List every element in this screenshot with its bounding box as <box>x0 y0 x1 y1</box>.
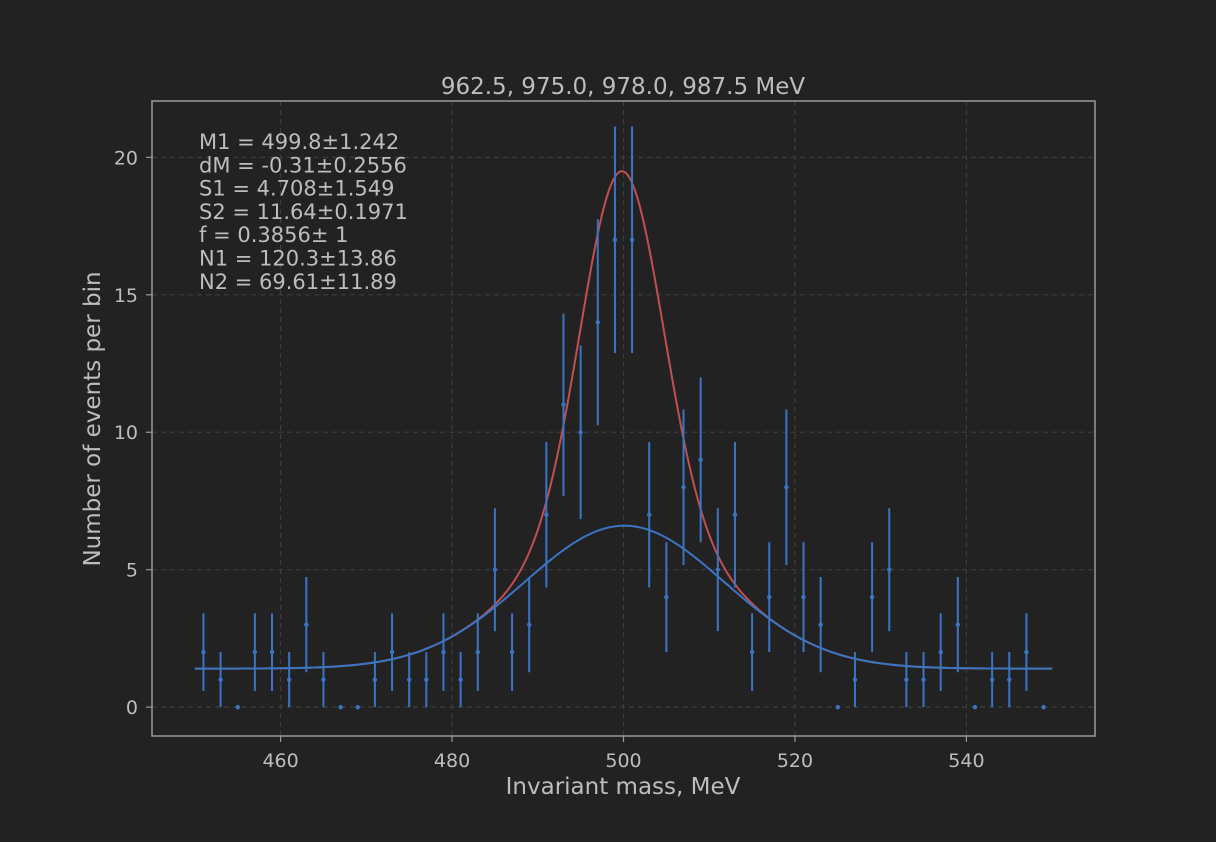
data-point <box>732 512 738 517</box>
data-point <box>681 485 686 490</box>
data-points <box>201 126 1046 710</box>
data-point <box>921 677 926 682</box>
data-point <box>955 622 961 627</box>
data-point <box>1024 649 1029 655</box>
x-axis: 460 480 500 520 540 <box>262 736 985 772</box>
data-point <box>852 677 858 682</box>
data-point <box>647 512 652 517</box>
data-point <box>338 704 343 710</box>
data-point <box>218 677 223 682</box>
chart-title: 962.5, 975.0, 978.0, 987.5 MeV <box>441 74 806 100</box>
fit-param-5: N1 = 120.3±13.86 <box>199 247 397 271</box>
y-tick-label: 20 <box>114 147 138 169</box>
y-tick-label: 10 <box>114 422 138 444</box>
data-point <box>355 704 360 710</box>
data-point <box>972 704 978 710</box>
data-point <box>492 567 498 572</box>
data-point <box>595 320 600 325</box>
x-axis-label: Invariant mass, MeV <box>506 774 741 800</box>
data-point <box>612 237 618 243</box>
data-point <box>818 622 823 627</box>
x-tick-label: 520 <box>777 750 813 772</box>
data-point <box>269 649 275 655</box>
data-point <box>904 677 909 682</box>
grid <box>152 101 1095 736</box>
fit-curves <box>194 170 1053 670</box>
data-point <box>989 677 995 682</box>
data-point <box>321 677 326 682</box>
data-point <box>749 649 755 655</box>
data-point <box>784 485 789 490</box>
data-point <box>715 567 720 572</box>
y-tick-label: 15 <box>114 285 138 307</box>
data-point <box>578 430 583 435</box>
x-tick-label: 540 <box>948 750 984 772</box>
data-point <box>767 594 772 600</box>
y-tick-label: 5 <box>126 560 138 582</box>
data-point <box>372 677 378 682</box>
x-tick-label: 500 <box>605 750 641 772</box>
y-axis-label: Number of events per bin <box>80 271 106 566</box>
data-point <box>389 649 395 655</box>
data-point <box>629 237 635 243</box>
data-point <box>1007 677 1012 682</box>
data-point <box>561 402 566 407</box>
data-point <box>544 512 549 517</box>
data-point <box>441 649 446 655</box>
data-point <box>458 677 463 682</box>
data-point <box>509 649 515 655</box>
data-point <box>938 649 943 655</box>
fit-param-4: f = 0.3856± 1 <box>199 223 348 247</box>
data-point <box>698 457 703 462</box>
data-point <box>801 594 806 600</box>
data-point <box>286 677 292 682</box>
data-point <box>252 649 258 655</box>
data-point <box>475 649 480 655</box>
data-point <box>406 677 412 682</box>
fit-param-1: dM = -0.31±0.2556 <box>199 153 407 177</box>
data-point <box>424 677 429 682</box>
data-point <box>664 594 669 600</box>
data-point <box>887 567 892 572</box>
fit-param-0: M1 = 499.8±1.242 <box>199 130 399 154</box>
data-point <box>835 704 841 710</box>
data-point <box>527 622 532 627</box>
data-point <box>201 649 206 655</box>
data-point <box>1041 704 1046 710</box>
data-point <box>235 704 240 710</box>
y-axis: 0 5 10 15 20 <box>114 147 152 719</box>
data-point <box>304 622 309 627</box>
y-tick-label: 0 <box>126 697 138 719</box>
fit-curve-2 <box>194 524 1053 670</box>
x-tick-label: 460 <box>262 750 298 772</box>
data-point <box>869 594 875 600</box>
fit-param-3: S2 = 11.64±0.1971 <box>199 200 408 224</box>
fit-param-6: N2 = 69.61±11.89 <box>199 270 397 294</box>
x-tick-label: 480 <box>434 750 470 772</box>
fit-param-2: S1 = 4.708±1.549 <box>199 177 394 201</box>
